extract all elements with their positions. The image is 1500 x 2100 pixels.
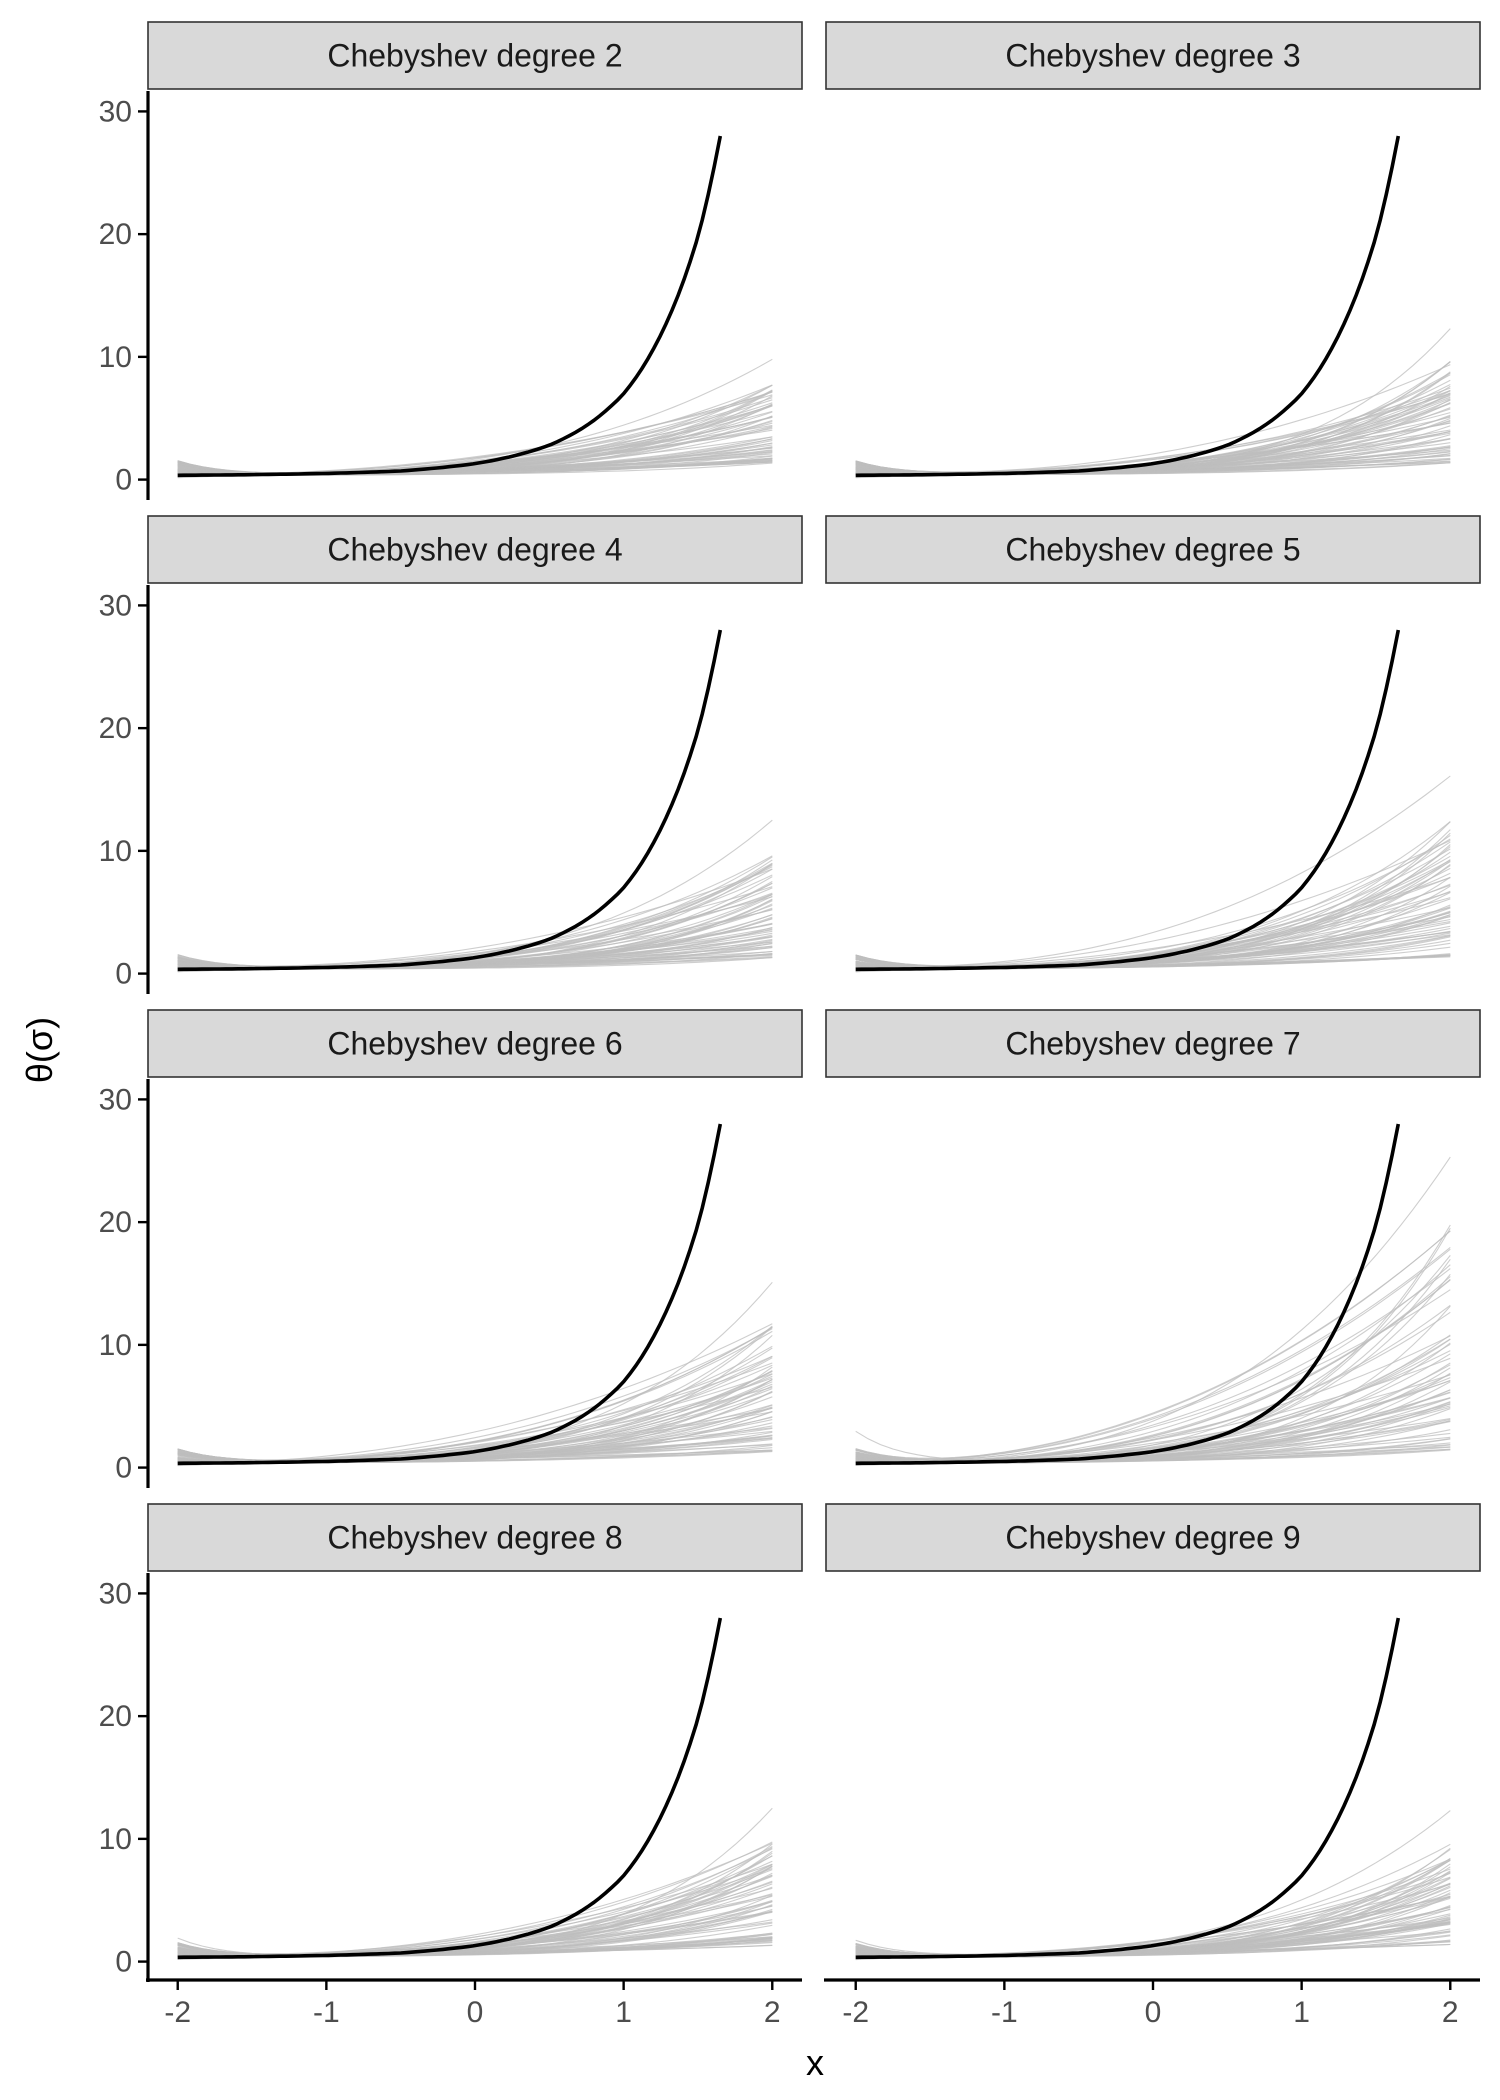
- facet-title: Chebyshev degree 8: [327, 1520, 622, 1556]
- sample-curve: [855, 328, 1451, 479]
- facet-title: Chebyshev degree 3: [1005, 38, 1300, 74]
- true-curve: [855, 1123, 1401, 1466]
- facet-panel: Chebyshev degree 9: [825, 1503, 1481, 1961]
- sample-curve: [855, 364, 1451, 473]
- facet-panel: Chebyshev degree 3: [825, 21, 1481, 479]
- true-curve: [855, 1617, 1401, 1960]
- facet-panel: Chebyshev degree 4: [147, 515, 803, 973]
- x-tick-label: -1: [991, 1996, 1018, 2029]
- chart-axes: 0 10 20 30 0 10 20 30 0 10 20 30 0 10 20 30 -2 -1 0 1 2 -2 -1 0…: [99, 91, 1480, 2029]
- y-tick-label: 10: [99, 1329, 132, 1362]
- y-tick-label: 0: [115, 464, 132, 497]
- sample-curve: [855, 1248, 1451, 1460]
- x-tick-label: 1: [615, 1996, 632, 2029]
- true-curve: [855, 629, 1401, 972]
- facet-panel: Chebyshev degree 8: [147, 1503, 803, 1961]
- y-tick-label: 20: [99, 712, 132, 745]
- y-tick-label: 10: [99, 835, 132, 868]
- facet-title: Chebyshev degree 4: [327, 532, 622, 568]
- y-axis-title: θ(σ): [19, 1017, 60, 1083]
- facet-title: Chebyshev degree 2: [327, 38, 622, 74]
- true-curve: [177, 629, 723, 972]
- facet-panel: Chebyshev degree 6: [147, 1009, 803, 1467]
- x-tick-label: -1: [313, 1996, 340, 2029]
- x-tick-label: 2: [764, 1996, 781, 2029]
- facet-strip: [147, 21, 803, 90]
- x-tick-label: 1: [1293, 1996, 1310, 2029]
- facet-strip: [825, 515, 1481, 584]
- sample-curve: [855, 1246, 1451, 1462]
- facet-title: Chebyshev degree 5: [1005, 532, 1300, 568]
- sample-curve: [855, 1279, 1451, 1462]
- y-tick-label: 10: [99, 341, 132, 374]
- sample-curve: [855, 1268, 1451, 1463]
- x-axis-title: x: [806, 2042, 824, 2083]
- sample-curve: [177, 1855, 773, 1957]
- y-tick-label: 30: [99, 95, 132, 128]
- sample-curve: [177, 1841, 773, 1955]
- sample-curve: [177, 1345, 773, 1462]
- sample-curve: [855, 1278, 1451, 1462]
- y-tick-label: 30: [99, 589, 132, 622]
- sample-curve: [177, 819, 773, 968]
- y-tick-label: 30: [99, 1577, 132, 1610]
- facet-panel: Chebyshev degree 2: [147, 21, 803, 479]
- y-tick-label: 0: [115, 958, 132, 991]
- y-tick-label: 20: [99, 218, 132, 251]
- y-tick-label: 20: [99, 1206, 132, 1239]
- sample-curve: [855, 1305, 1451, 1466]
- sample-curve: [855, 851, 1451, 969]
- facet-title: Chebyshev degree 6: [327, 1026, 622, 1062]
- true-curve: [177, 1617, 723, 1960]
- facet-strip: [147, 1009, 803, 1078]
- facet-panels: Chebyshev degree 2 Chebyshev degree 3 Cheb…: [147, 21, 1481, 1961]
- x-tick-label: -2: [164, 1996, 191, 2029]
- facet-strip: [147, 515, 803, 584]
- true-curve: [855, 135, 1401, 478]
- x-tick-label: -2: [842, 1996, 869, 2029]
- x-tick-label: 0: [1145, 1996, 1162, 2029]
- sample-curve: [855, 1289, 1451, 1462]
- facet-strip: [825, 21, 1481, 90]
- facet-panel: Chebyshev degree 5: [825, 515, 1481, 973]
- true-curve: [177, 135, 723, 478]
- y-tick-label: 10: [99, 1823, 132, 1856]
- y-tick-label: 0: [115, 1452, 132, 1485]
- facet-title: Chebyshev degree 9: [1005, 1520, 1300, 1556]
- facet-strip: [147, 1503, 803, 1572]
- y-tick-label: 0: [115, 1946, 132, 1979]
- sample-curve: [855, 1156, 1451, 1464]
- facet-strip: [825, 1009, 1481, 1078]
- y-tick-label: 30: [99, 1083, 132, 1116]
- true-curve: [177, 1123, 723, 1466]
- x-tick-label: 0: [467, 1996, 484, 2029]
- y-tick-label: 20: [99, 1700, 132, 1733]
- facet-panel: Chebyshev degree 7: [825, 1009, 1481, 1466]
- facet-title: Chebyshev degree 7: [1005, 1026, 1300, 1062]
- x-tick-label: 2: [1442, 1996, 1459, 2029]
- facet-strip: [825, 1503, 1481, 1572]
